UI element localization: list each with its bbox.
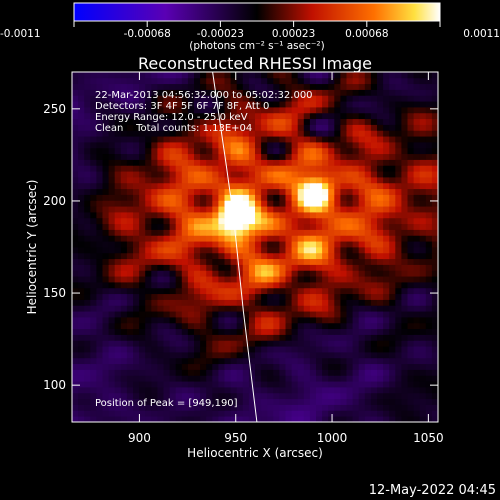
colorbar-gradient <box>73 2 441 22</box>
x-tick-label: 1000 <box>317 431 348 445</box>
colorbar-tick-label: -0.0011 <box>0 28 41 40</box>
x-tick-label: 1050 <box>413 431 444 445</box>
timestamp: 12-May-2022 04:45 <box>369 483 496 498</box>
x-tick-label: 950 <box>224 431 247 445</box>
colorbar-tick-label: 0.00023 <box>272 28 315 40</box>
annotation-time: 22-Mar-2013 04:56:32.000 to 05:02:32.000 <box>95 90 313 101</box>
plot-frame <box>71 71 439 423</box>
y-tick-label: 250 <box>43 102 66 116</box>
colorbar-tick-label: -0.00023 <box>197 28 244 40</box>
colorbar-ticks: -0.0011 -0.00068 -0.00023 0.00023 0.00068 0.0… <box>0 21 500 40</box>
y-tick-label: 100 <box>43 378 66 392</box>
x-tick-label: 900 <box>128 431 151 445</box>
annotation-clean: Clean Total counts: 1.13E+04 <box>95 123 252 134</box>
annotation-energy: Energy Range: 12.0 - 25.0 keV <box>95 112 248 123</box>
colorbar-tick-label: -0.00068 <box>124 28 171 40</box>
y-tick-label: 150 <box>43 286 66 300</box>
chart-title: Reconstructed RHESSI Image <box>138 54 372 73</box>
y-axis-label: Heliocentric Y (arcsec) <box>25 180 39 315</box>
axis-ticks: 900 950 1000 1050 100 150 200 250 <box>43 72 444 445</box>
annotations: 22-Mar-2013 04:56:32.000 to 05:02:32.000… <box>95 90 313 409</box>
heatmap-image <box>72 72 438 422</box>
colorbar-tick-label: 0.0011 <box>463 28 500 40</box>
y-tick-label: 200 <box>43 194 66 208</box>
peak-position-label: Position of Peak = [949,190] <box>95 398 238 409</box>
colorbar-tick-label: 0.00068 <box>345 28 388 40</box>
x-axis-label: Heliocentric X (arcsec) <box>187 446 323 460</box>
solar-limb-line <box>212 72 258 422</box>
annotation-detectors: Detectors: 3F 4F 5F 6F 7F 8F, Att 0 <box>95 101 269 112</box>
colorbar-units: (photons cm⁻² s⁻¹ asec⁻²) <box>189 40 324 52</box>
colorbar: -0.0011 -0.00068 -0.00023 0.00023 0.00068 0.0… <box>0 2 500 52</box>
